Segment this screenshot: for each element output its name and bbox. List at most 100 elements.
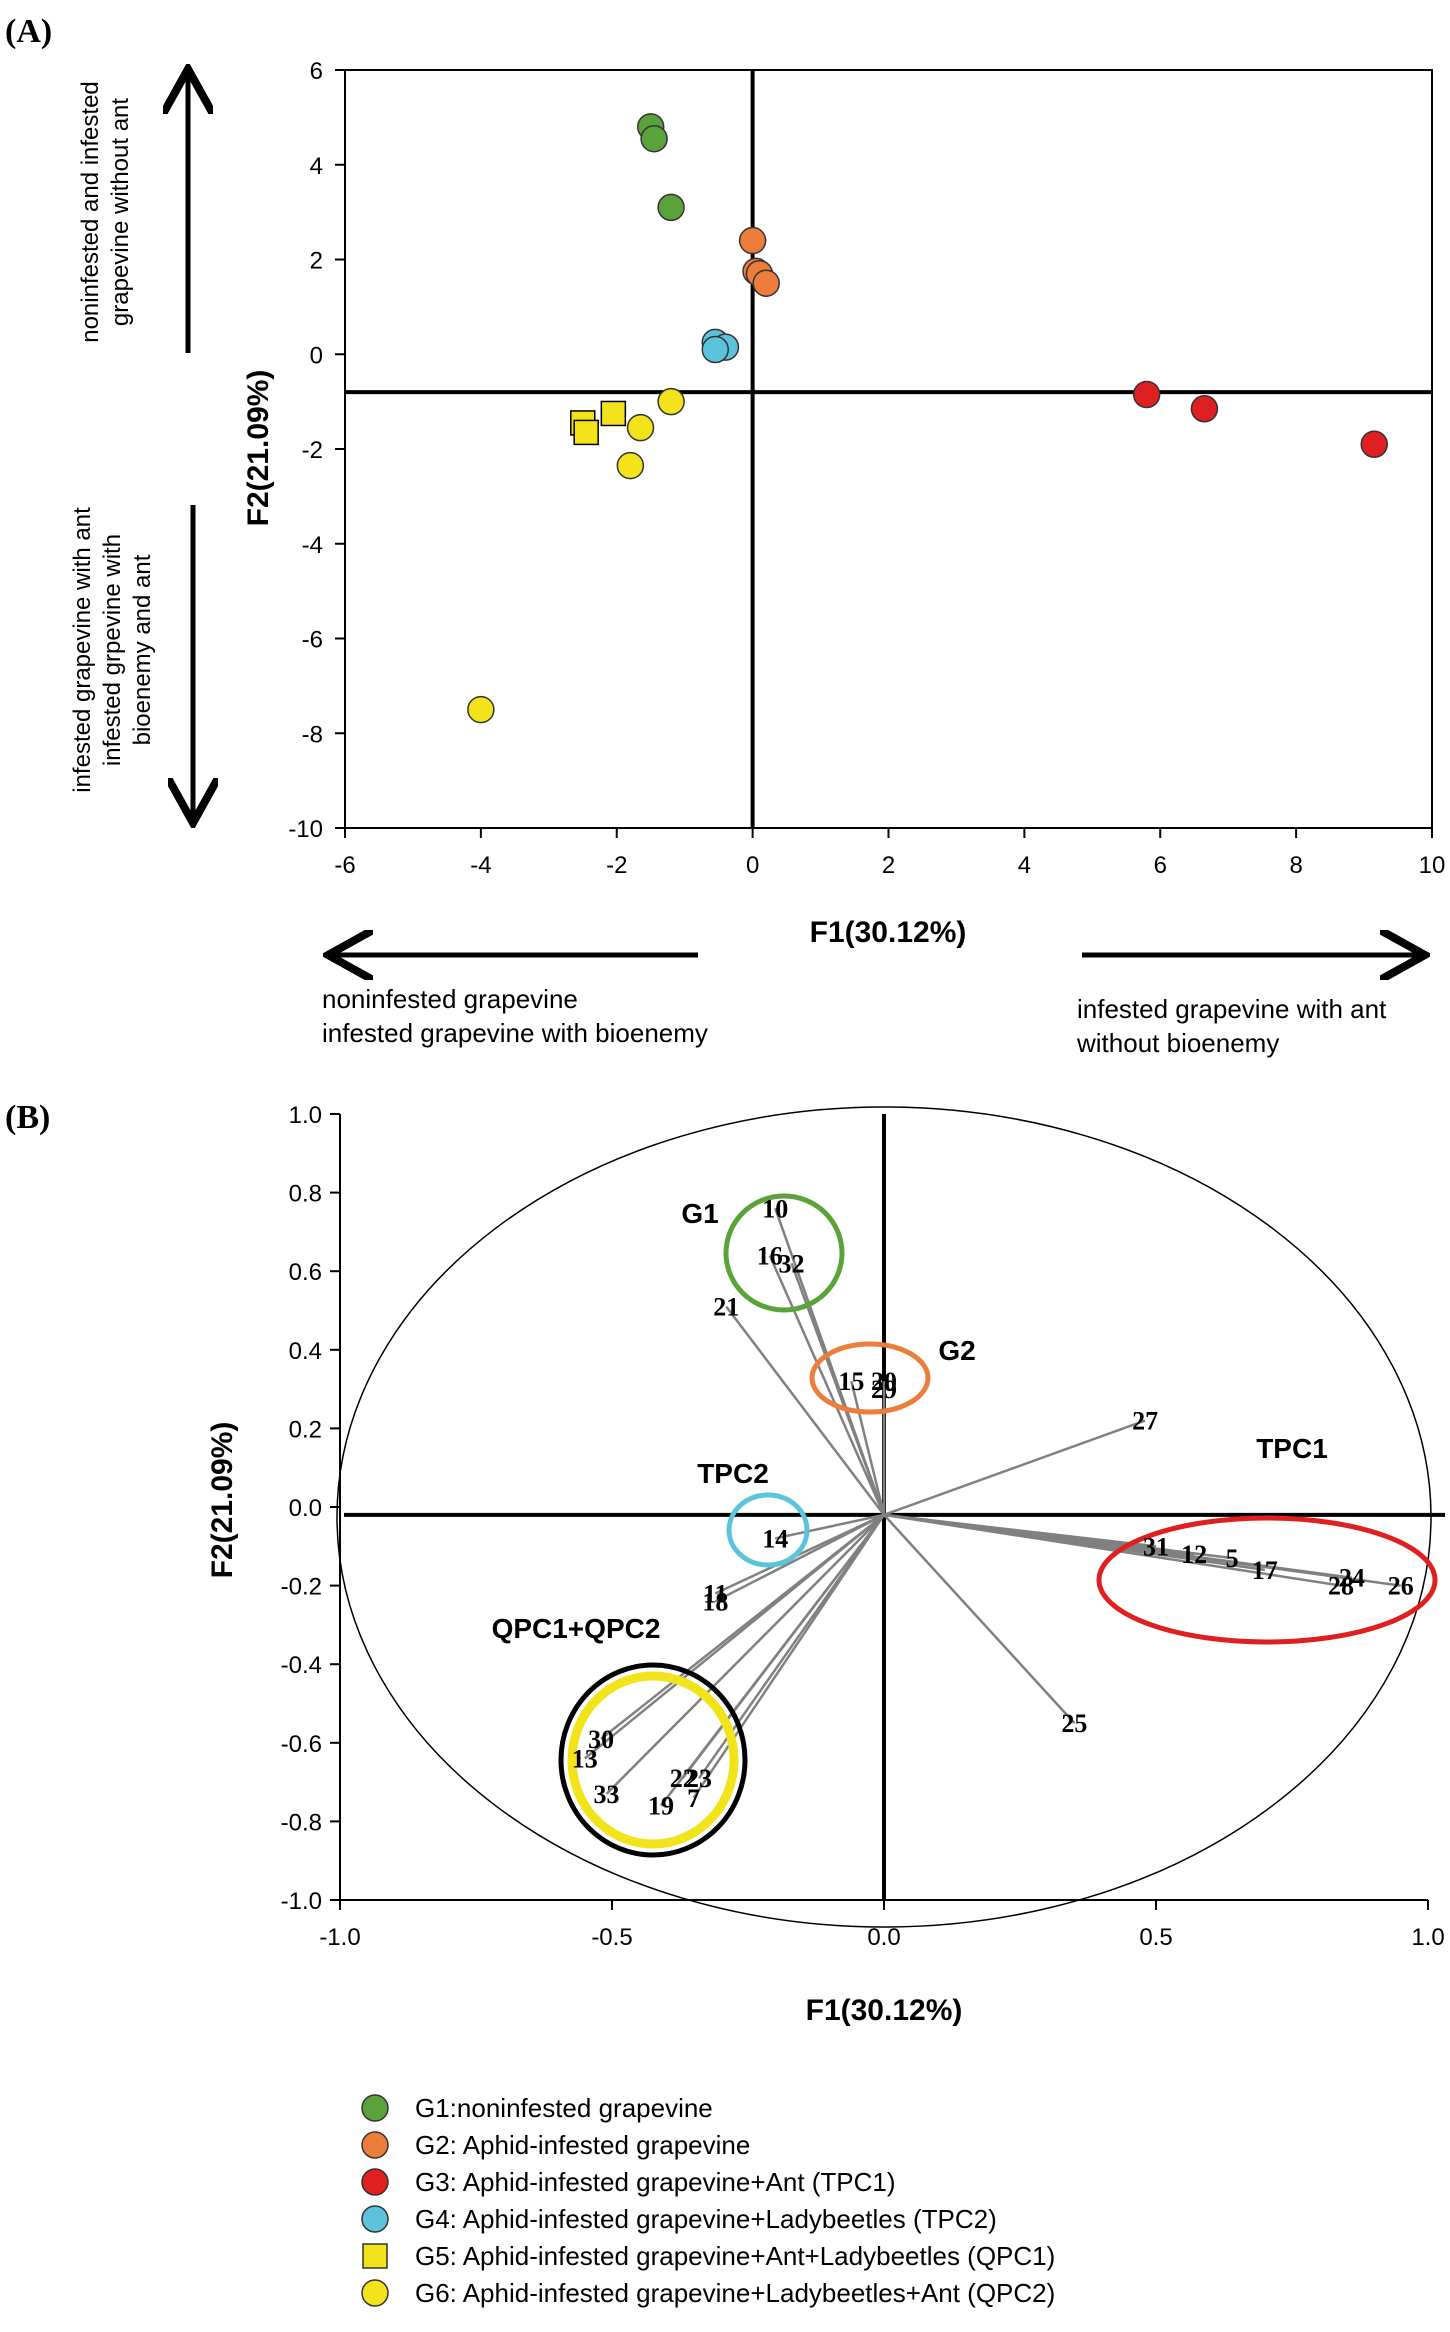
y-tick-label: -0.6: [281, 1731, 322, 1758]
data-point-g5: [600, 400, 627, 427]
panel-b-correlation-circle: [336, 1106, 1432, 1928]
group-g1-label: G1: [681, 1198, 718, 1229]
panel-b: (B) -1.0 -0.5 0.0 0.5 1.0 -1.0 -0.8 -0.6 -0.4 -0.…: [5, 1099, 1445, 2027]
y-tick-label: 0.4: [289, 1338, 322, 1365]
y-tick-label: -8: [302, 721, 323, 748]
variable-label-10: 10: [762, 1194, 788, 1223]
vector-16: [768, 1254, 886, 1516]
x-tick-label: -6: [334, 852, 355, 879]
vector-28: [883, 1513, 1342, 1587]
variable-label-24: 24: [1339, 1564, 1365, 1593]
variable-label-5: 5: [1226, 1544, 1239, 1573]
x-tick-label: 0.5: [1139, 1924, 1172, 1951]
y-tick-label: 0.6: [289, 1259, 322, 1286]
panel-a: (A) -6 -4 -2 0 2 4 6 8 10 -10 -8 -6 -4 -2 0 2 4 6 F1(30.1…: [5, 13, 1445, 1058]
variable-label-33: 33: [594, 1780, 620, 1809]
y-tick-label: 4: [310, 153, 323, 180]
data-point-g4: [701, 335, 730, 364]
y-tick-label: -6: [302, 627, 323, 654]
variable-label-29: 29: [871, 1375, 897, 1404]
variable-label-23: 23: [686, 1764, 712, 1793]
legend-marker: [362, 2243, 388, 2269]
group-tpc2-ellipse: [726, 1492, 810, 1568]
y-tick-label: -2: [302, 437, 323, 464]
legend-marker: [361, 2279, 389, 2307]
vector-33: [605, 1513, 885, 1795]
legend-marker: [361, 2131, 389, 2159]
panel-b-label: (B): [5, 1099, 50, 1136]
data-point-g5: [573, 419, 599, 446]
vector-13: [584, 1513, 885, 1760]
group-tpc1-label: TPC1: [1256, 1433, 1328, 1464]
x-tick-label: 0.0: [867, 1924, 900, 1951]
y-tick-label: 1.0: [289, 1102, 322, 1129]
annotation-line: grapevine without ant: [107, 98, 134, 326]
group-tpc1-ellipse: [1096, 1515, 1438, 1645]
vector-7: [692, 1514, 886, 1799]
x-tick-label: -2: [606, 852, 627, 879]
variable-label-31: 31: [1143, 1532, 1169, 1561]
group-qpc-outer-ellipse: [558, 1662, 748, 1858]
variable-label-22: 22: [670, 1764, 696, 1793]
data-point-g6: [657, 387, 685, 416]
y-tick-label: 0: [310, 342, 323, 369]
x-tick-label: 1.0: [1411, 1924, 1444, 1951]
data-point-g6: [467, 695, 495, 724]
data-point-g6: [626, 413, 655, 442]
x-tick-label: -4: [470, 852, 491, 879]
legend-entry: G6: Aphid-infested grapevine+Ladybeetles…: [415, 2278, 1055, 2308]
vector-14: [774, 1513, 885, 1540]
panel-b-axes: -1.0 -0.5 0.0 0.5 1.0 -1.0 -0.8 -0.6 -0.4 -0.2 0.0…: [281, 1102, 1445, 1951]
panel-a-annotation-bottom-line-1: noninfested grapevine: [322, 984, 578, 1014]
variable-label-28: 28: [1328, 1572, 1354, 1601]
legend-marker: [361, 2168, 389, 2196]
variable-label-7: 7: [687, 1784, 700, 1813]
variable-label-14: 14: [762, 1524, 788, 1553]
variable-label-21: 21: [713, 1293, 739, 1322]
y-tick-label: 0.8: [289, 1181, 322, 1208]
x-tick-label: 2: [882, 852, 895, 879]
legend-marker: [361, 2205, 389, 2233]
y-tick-label: -10: [288, 816, 323, 843]
variable-label-27: 27: [1132, 1407, 1158, 1436]
panel-a-annotation-bottom-left: infested grapevine with ant infested grp…: [69, 507, 156, 793]
x-tick-label: 10: [1419, 852, 1446, 879]
group-g2-label: G2: [938, 1335, 975, 1366]
variable-label-12: 12: [1181, 1540, 1207, 1569]
legend: G1:noninfested grapevine G2: Aphid-infest…: [361, 2093, 1055, 2308]
variable-label-13: 13: [572, 1745, 598, 1774]
data-point-g6: [616, 451, 645, 480]
x-tick-label: -1.0: [319, 1924, 360, 1951]
vector-18: [714, 1513, 885, 1603]
group-tpc2-label: TPC2: [697, 1458, 769, 1489]
panel-a-annotation-bottom-right-line-1: infested grapevine with ant: [1077, 994, 1387, 1024]
panel-a-annotation-bottom-right-line-2: without bioenemy: [1076, 1028, 1279, 1058]
y-tick-label: -0.2: [281, 1574, 322, 1601]
vector-15: [850, 1380, 886, 1516]
vector-21: [725, 1305, 885, 1516]
vector-25: [883, 1514, 1076, 1724]
vector-27: [883, 1419, 1146, 1517]
panel-b-x-axis-label: F1(30.12%): [806, 1994, 963, 2027]
variable-label-30: 30: [588, 1725, 614, 1754]
panel-a-label: (A): [5, 13, 52, 50]
variable-label-32: 32: [779, 1249, 805, 1278]
panel-b-y-axis-label: F2(21.09%): [206, 1422, 239, 1579]
group-g1-ellipse: [723, 1193, 845, 1313]
variable-label-17: 17: [1252, 1556, 1278, 1585]
legend-entry: G5: Aphid-infested grapevine+Ant+Ladybee…: [415, 2241, 1055, 2271]
data-point-g3: [1360, 430, 1389, 459]
group-qpc-label: QPC1+QPC2: [492, 1613, 661, 1644]
panel-a-axes: -6 -4 -2 0 2 4 6 8 10 -10 -8 -6 -4 -2 0 2 4 6: [288, 58, 1445, 879]
panel-a-annotation-bottom-line-2: infested grapevine with bioenemy: [322, 1018, 708, 1048]
x-tick-label: 8: [1289, 852, 1302, 879]
y-tick-label: 6: [310, 58, 323, 85]
variable-label-25: 25: [1061, 1709, 1087, 1738]
legend-entry: G2: Aphid-infested grapevine: [415, 2130, 750, 2160]
y-tick-label: -1.0: [281, 1888, 322, 1915]
x-tick-label: 6: [1154, 852, 1167, 879]
variable-label-11: 11: [703, 1579, 728, 1608]
panel-a-y-axis-label: F2(21.09%): [242, 370, 275, 527]
